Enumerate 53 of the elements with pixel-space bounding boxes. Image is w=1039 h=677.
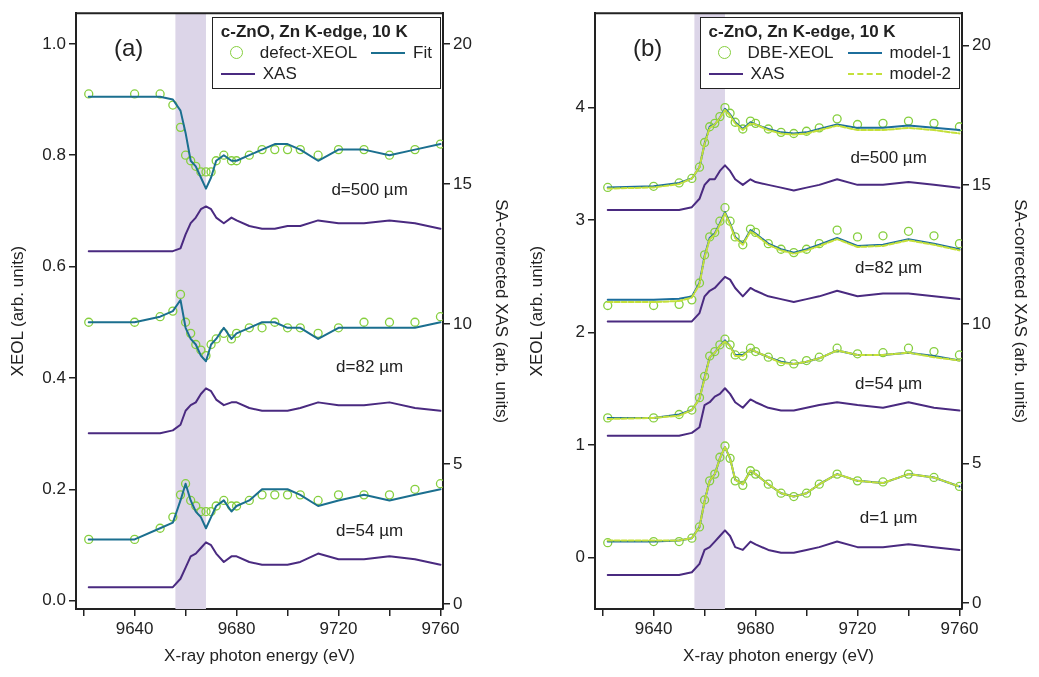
legend-label: model-2 — [889, 63, 951, 85]
y2-tick-label: 10 — [453, 313, 472, 333]
y2-tick-label: 20 — [972, 35, 991, 55]
y-tick-label: 0.4 — [42, 367, 66, 387]
y-tick-label: 0 — [575, 546, 585, 566]
y2-axis-title: SA-corrected XAS (arb. units) — [1011, 199, 1031, 424]
annotation: d=82 µm — [855, 258, 923, 278]
legend-title: c-ZnO, Zn K-edge, 10 K — [220, 21, 409, 43]
y-tick-label: 1 — [575, 434, 585, 454]
y2-tick-label: 10 — [972, 313, 991, 333]
annotation: d=500 µm — [331, 180, 408, 200]
annotation: d=82 µm — [336, 357, 404, 377]
y-tick-label: 2 — [575, 322, 585, 342]
y2-tick-label: 15 — [972, 174, 991, 194]
y-tick-label: 0.6 — [42, 256, 66, 276]
y2-tick-label: 20 — [453, 33, 472, 53]
y2-tick-label: 0 — [453, 593, 463, 613]
y2-axis-title: SA-corrected XAS (arb. units) — [492, 199, 512, 424]
legend-label: XAS — [262, 63, 297, 85]
x-axis-title: X-ray photon energy (eV) — [164, 646, 355, 666]
annotation: d=1 µm — [859, 508, 918, 528]
y-tick-label: 4 — [575, 97, 585, 117]
x-tick-label: 9640 — [115, 618, 154, 638]
y-axis-title: XEOL (arb. units) — [526, 245, 546, 377]
x-tick-label: 9680 — [217, 618, 256, 638]
y-tick-label: 1.0 — [42, 33, 66, 53]
legend-label: model-1 — [889, 42, 951, 64]
y2-tick-label: 5 — [972, 453, 982, 473]
x-tick-label: 9760 — [940, 618, 979, 638]
y2-tick-label: 15 — [453, 173, 472, 193]
annotation: d=54 µm — [336, 520, 404, 540]
legend-title: c-ZnO, Zn K-edge, 10 K — [708, 21, 897, 43]
text: (b) — [633, 33, 663, 61]
x-tick-label: 9680 — [736, 618, 775, 638]
legend-label: XAS — [750, 63, 785, 85]
legend-label: DBE-XEOL — [747, 42, 834, 64]
legend-label: Fit — [413, 42, 432, 64]
y-tick-label: 0.2 — [42, 478, 66, 498]
x-axis-title: X-ray photon energy (eV) — [683, 646, 874, 666]
legend-label: defect-XEOL — [259, 42, 358, 64]
y-tick-label: 3 — [575, 209, 585, 229]
x-tick-label: 9760 — [421, 618, 460, 638]
annotation: d=54 µm — [855, 373, 923, 393]
text: (a) — [114, 33, 144, 61]
y2-tick-label: 5 — [453, 453, 463, 473]
x-tick-label: 9640 — [634, 618, 673, 638]
x-tick-label: 9720 — [319, 618, 358, 638]
annotation: d=500 µm — [850, 147, 927, 167]
y2-tick-label: 0 — [972, 592, 982, 612]
y-axis-title: XEOL (arb. units) — [7, 245, 27, 377]
x-tick-label: 9720 — [838, 618, 877, 638]
y-tick-label: 0.0 — [42, 590, 66, 610]
y-tick-label: 0.8 — [42, 144, 66, 164]
